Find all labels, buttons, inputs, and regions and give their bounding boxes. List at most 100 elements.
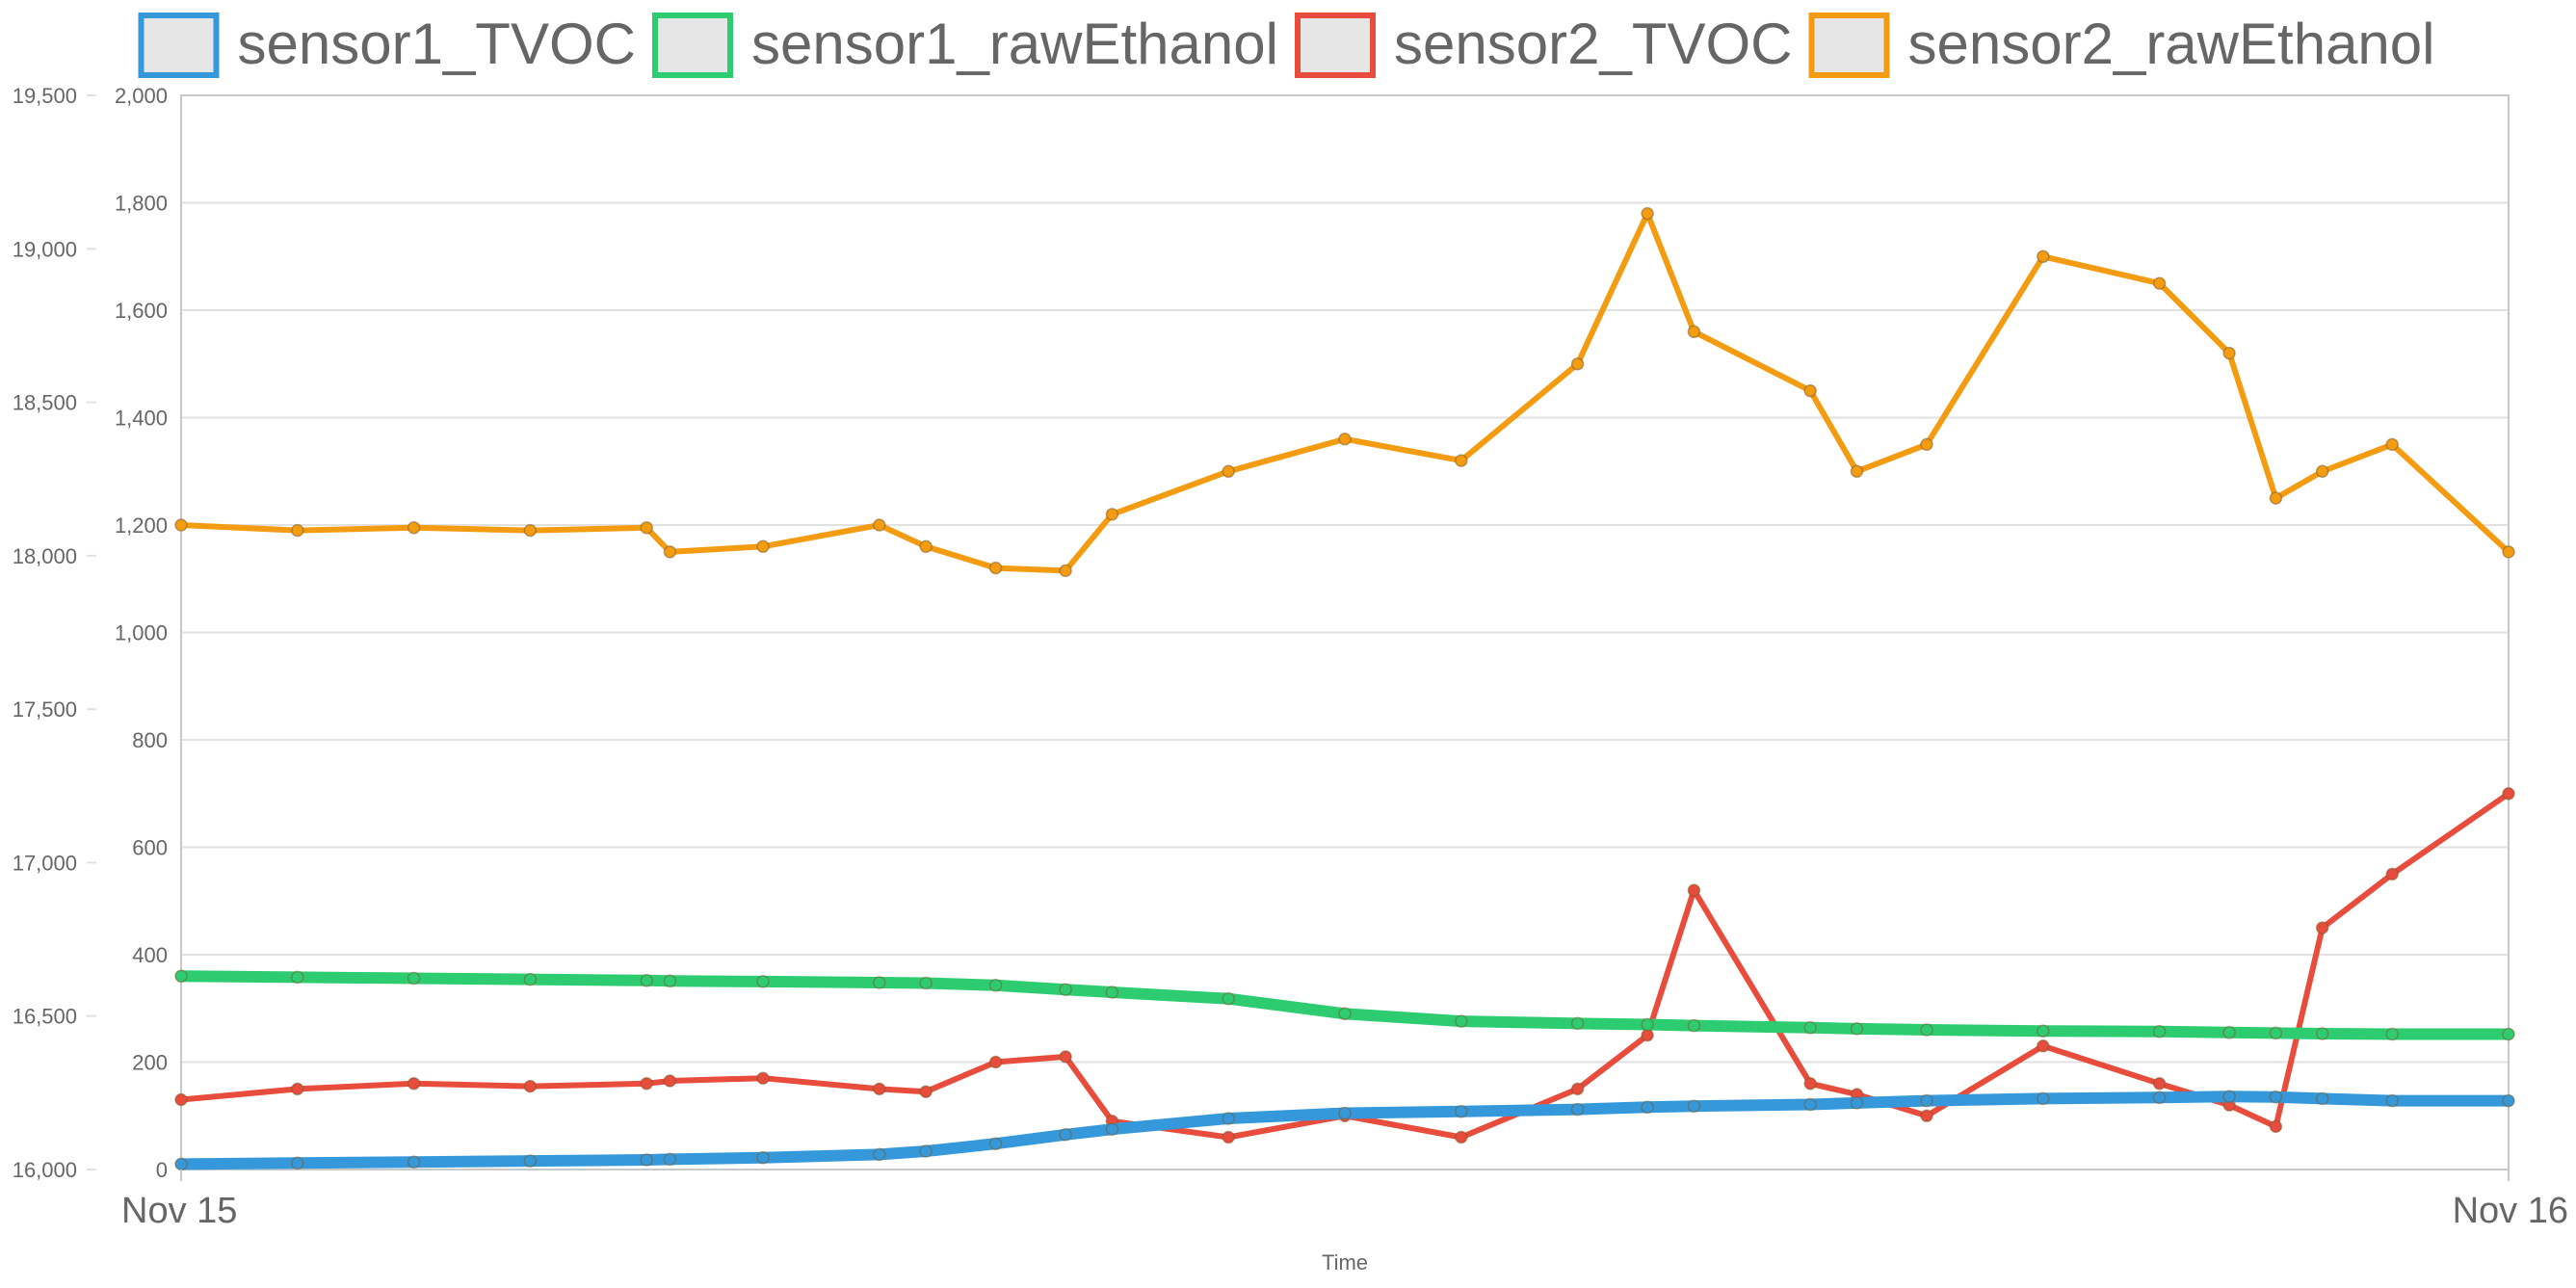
data-point — [1850, 1022, 1864, 1036]
x-axis: Nov 15 Nov 16 — [121, 1170, 2568, 1231]
data-point — [756, 975, 770, 988]
data-point — [640, 1077, 653, 1091]
data-point — [756, 1150, 770, 1165]
data-point — [1455, 1014, 1468, 1028]
data-point — [174, 969, 188, 984]
data-point — [1455, 454, 1468, 467]
legend-item-sensor2_rawEthanol[interactable]: sensor2_rawEthanol — [1808, 12, 2435, 78]
data-point — [919, 1144, 933, 1158]
data-point — [174, 518, 188, 532]
data-point — [2037, 250, 2050, 264]
y-left-tick-label: 16,000 — [13, 1158, 77, 1182]
data-point — [988, 1137, 1003, 1150]
data-point — [1850, 1096, 1864, 1110]
data-point — [1920, 1023, 1933, 1037]
series-sensor1_rawEthanol — [174, 969, 2515, 1041]
y-right-tick-label: 0 — [156, 1158, 168, 1182]
y-axis-left: 16,000 16,500 17,000 17,500 18,000 18,500 19,0… — [13, 84, 96, 1182]
x-tick-label: Nov 15 — [121, 1191, 237, 1231]
data-point — [2502, 787, 2515, 801]
x-axis-title: Time — [1322, 1250, 1368, 1275]
data-point — [291, 1082, 304, 1096]
y-right-tick-label: 1,200 — [115, 513, 168, 538]
data-point — [1059, 1128, 1072, 1142]
series-layer — [174, 206, 2515, 1171]
data-point — [1222, 991, 1235, 1006]
data-point — [1803, 383, 1817, 398]
data-point — [1641, 206, 1654, 221]
data-point — [291, 970, 304, 985]
data-point — [2152, 276, 2167, 290]
data-point — [291, 1156, 304, 1170]
series-sensor1_TVOC — [174, 1090, 2515, 1171]
y-left-tick-label: 17,500 — [13, 697, 77, 722]
data-point — [2315, 1091, 2329, 1106]
y-right-tick-label: 200 — [132, 1051, 168, 1075]
series-line — [175, 1091, 2514, 1170]
data-point — [523, 1154, 538, 1168]
data-point — [1105, 986, 1119, 999]
legend-item-sensor1_TVOC[interactable]: sensor1_TVOC — [138, 12, 636, 78]
data-point — [640, 974, 653, 987]
data-point — [1850, 464, 1864, 479]
data-point — [1059, 1050, 1072, 1064]
series-sensor2_rawEthanol — [174, 206, 2515, 578]
data-point — [2315, 1027, 2329, 1040]
legend-swatch — [1295, 13, 1376, 78]
data-point — [919, 976, 933, 990]
data-point — [407, 521, 421, 535]
data-point — [663, 974, 677, 988]
data-point — [1920, 1109, 1933, 1123]
data-point — [2502, 1027, 2515, 1041]
legend-item-sensor2_TVOC[interactable]: sensor2_TVOC — [1295, 12, 1793, 78]
y-left-tick-label: 18,500 — [13, 391, 77, 415]
y-right-tick-label: 800 — [132, 728, 168, 752]
data-point — [1455, 1105, 1468, 1118]
data-point — [663, 1074, 677, 1088]
data-point — [1641, 1017, 1654, 1032]
data-point — [2152, 1091, 2167, 1105]
data-point — [663, 545, 677, 559]
data-point — [873, 518, 886, 532]
data-point — [2315, 921, 2329, 934]
y-right-tick-label: 1,000 — [115, 621, 168, 645]
data-point — [873, 1082, 886, 1096]
data-point — [1641, 1028, 1654, 1042]
data-point — [1687, 325, 1701, 339]
data-point — [407, 1155, 421, 1169]
data-point — [2037, 1091, 2050, 1106]
series-line — [178, 210, 2511, 574]
data-point — [1338, 1106, 1352, 1120]
data-point — [873, 976, 886, 989]
data-point — [988, 979, 1003, 992]
y-left-tick-label: 19,000 — [13, 237, 77, 261]
data-point — [2269, 491, 2283, 505]
data-point — [1105, 1122, 1119, 1136]
data-point — [2037, 1024, 2050, 1038]
data-point — [1570, 1016, 1585, 1031]
data-point — [1222, 1130, 1235, 1144]
data-point — [663, 1152, 677, 1167]
legend-label: sensor2_rawEthanol — [1908, 12, 2435, 76]
y-right-tick-label: 400 — [132, 943, 168, 967]
data-point — [2385, 437, 2399, 452]
data-point — [1687, 1018, 1701, 1033]
data-point — [2502, 1093, 2515, 1108]
y-axis-right: 0 200 400 600 800 1,000 1,200 1,400 1,600 1,800 2,… — [115, 84, 168, 1182]
y-right-tick-label: 600 — [132, 836, 168, 860]
data-point — [1338, 433, 1352, 446]
data-point — [1803, 1077, 1817, 1091]
data-point — [2315, 464, 2329, 479]
legend-label: sensor2_TVOC — [1394, 12, 1793, 76]
data-point — [2037, 1039, 2050, 1053]
data-point — [2269, 1119, 2283, 1134]
y-left-tick-label: 19,500 — [13, 84, 77, 108]
legend-item-sensor1_rawEthanol[interactable]: sensor1_rawEthanol — [651, 12, 1278, 78]
data-point — [1338, 1007, 1352, 1021]
y-right-tick-label: 1,600 — [115, 299, 168, 323]
data-point — [1570, 357, 1585, 371]
data-point — [640, 1153, 653, 1167]
x-tick-label: Nov 16 — [2453, 1191, 2568, 1231]
